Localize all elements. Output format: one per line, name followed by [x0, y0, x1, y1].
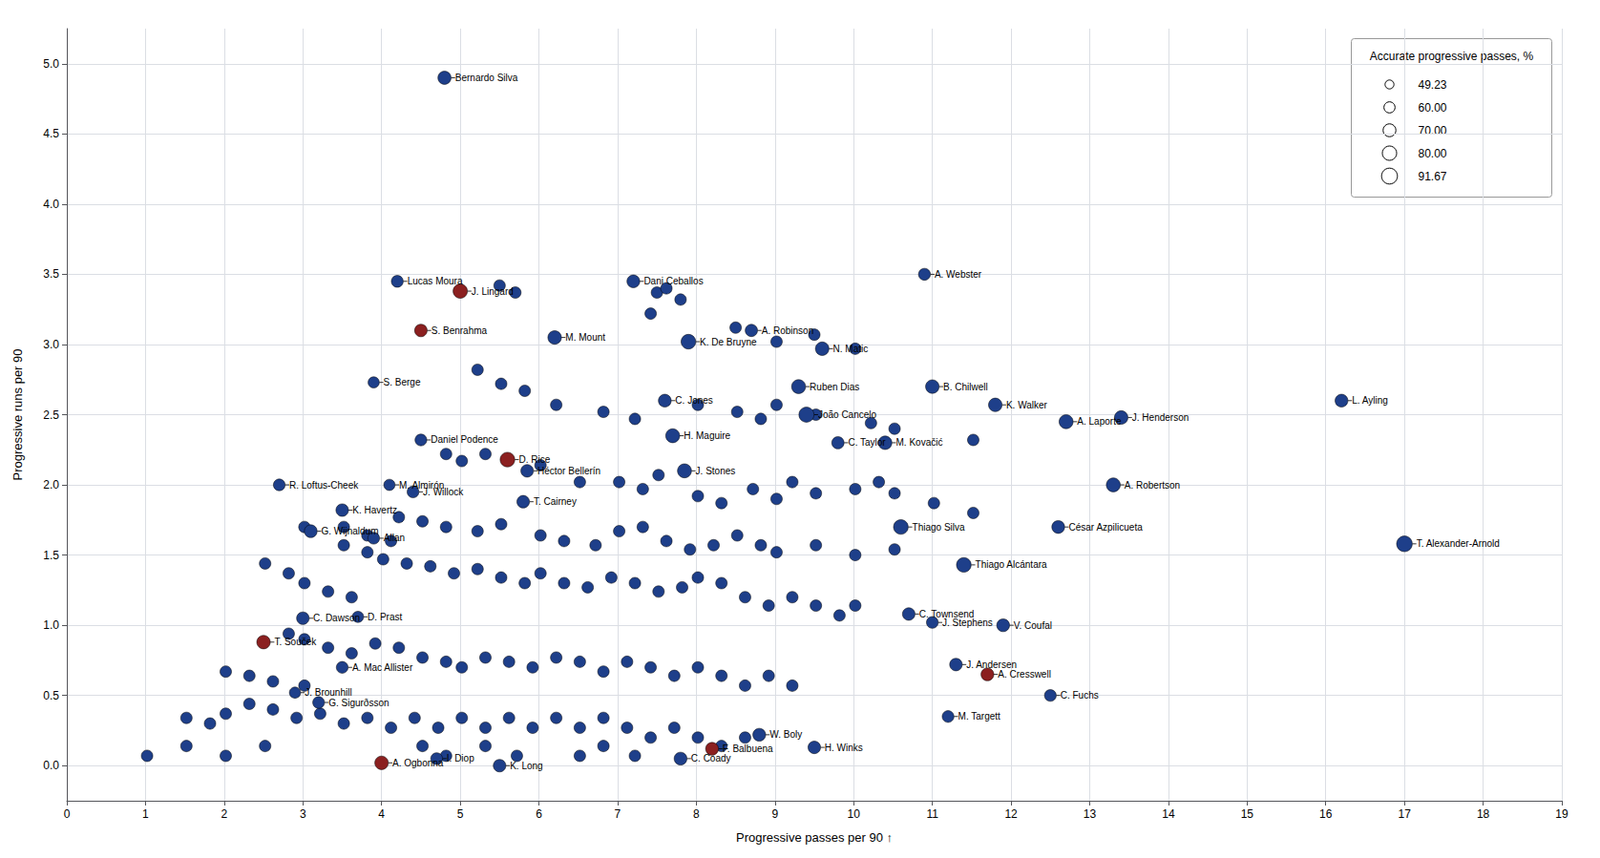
svg-text:11: 11: [926, 807, 939, 822]
svg-text:4.0: 4.0: [42, 197, 60, 211]
svg-text:0: 0: [63, 807, 71, 822]
svg-text:A. Robinson: A. Robinson: [761, 325, 814, 337]
svg-text:A. Ogbonna: A. Ogbonna: [392, 757, 444, 769]
svg-text:3: 3: [299, 807, 307, 822]
svg-text:Thiago Alcántara: Thiago Alcántara: [975, 559, 1048, 570]
svg-text:J. Lingard: J. Lingard: [471, 286, 514, 297]
svg-text:1: 1: [142, 807, 149, 822]
svg-text:H. Maguire: H. Maguire: [683, 430, 731, 442]
svg-text:K. Walker: K. Walker: [1006, 400, 1049, 411]
svg-text:J. Henderson: J. Henderson: [1132, 412, 1189, 423]
svg-text:M. Targett: M. Targett: [958, 711, 1001, 722]
svg-text:M. Mount: M. Mount: [565, 332, 606, 343]
svg-text:N. Matic: N. Matic: [833, 343, 869, 355]
svg-text:A. Webster: A. Webster: [934, 269, 983, 280]
svg-text:1.0: 1.0: [42, 618, 60, 632]
svg-text:T. Cairney: T. Cairney: [533, 496, 577, 507]
svg-text:H. Winks: H. Winks: [824, 742, 864, 754]
svg-text:10: 10: [847, 807, 862, 822]
svg-text:B. Chilwell: B. Chilwell: [943, 381, 989, 393]
svg-text:5.0: 5.0: [42, 57, 60, 71]
svg-text:9: 9: [771, 807, 779, 822]
svg-text:R. Loftus-Cheek: R. Loftus-Cheek: [289, 480, 359, 491]
svg-text:19: 19: [1555, 807, 1569, 822]
svg-text:C. Townsend: C. Townsend: [919, 608, 975, 620]
svg-text:S. Berge: S. Berge: [383, 377, 422, 388]
svg-text:14: 14: [1161, 807, 1176, 822]
svg-text:Héctor Bellerín: Héctor Bellerín: [537, 465, 601, 477]
svg-text:49.23: 49.23: [1418, 78, 1448, 92]
svg-text:15: 15: [1241, 807, 1255, 822]
svg-text:3.0: 3.0: [42, 337, 60, 352]
svg-text:0.5: 0.5: [42, 689, 60, 703]
svg-text:L. Ayling: L. Ayling: [1351, 395, 1389, 406]
svg-text:7: 7: [614, 807, 622, 822]
svg-text:12: 12: [1004, 807, 1018, 822]
svg-text:Dani Ceballos: Dani Ceballos: [643, 275, 703, 287]
svg-text:70.00: 70.00: [1418, 124, 1448, 138]
svg-text:T. Alexander-Arnold: T. Alexander-Arnold: [1416, 538, 1500, 549]
svg-text:A. Mac Allister: A. Mac Allister: [352, 662, 414, 674]
svg-text:Progressive passes per 90 ↑: Progressive passes per 90 ↑: [736, 830, 893, 845]
svg-text:G. Wijnaldum: G. Wijnaldum: [320, 526, 379, 537]
svg-text:C. Taylor: C. Taylor: [847, 437, 886, 448]
svg-text:J. Stones: J. Stones: [695, 465, 737, 477]
svg-text:4: 4: [378, 807, 385, 822]
svg-text:6: 6: [535, 807, 543, 822]
svg-text:5: 5: [457, 807, 464, 822]
svg-text:4.5: 4.5: [42, 126, 60, 141]
svg-text:M. Almirón: M. Almirón: [399, 479, 445, 491]
svg-text:60.00: 60.00: [1418, 101, 1448, 115]
svg-text:M. Kovačić: M. Kovačić: [896, 437, 944, 448]
svg-text:J. Stephens: J. Stephens: [942, 617, 993, 629]
svg-text:A. Laporte: A. Laporte: [1076, 416, 1122, 427]
svg-text:13: 13: [1083, 807, 1097, 822]
svg-text:F. Balbuena: F. Balbuena: [722, 743, 773, 755]
svg-text:D. Rice: D. Rice: [518, 454, 550, 465]
svg-text:Accurate progressive passes, %: Accurate progressive passes, %: [1369, 49, 1535, 64]
svg-text:80.00: 80.00: [1418, 147, 1448, 161]
svg-text:Lucas Moura: Lucas Moura: [407, 275, 464, 287]
svg-text:1.5: 1.5: [42, 548, 60, 563]
svg-text:T. Souček: T. Souček: [273, 636, 317, 648]
svg-text:G. Sigurðsson: G. Sigurðsson: [328, 697, 389, 709]
svg-text:17: 17: [1397, 807, 1411, 822]
svg-text:J. Willock: J. Willock: [422, 486, 464, 498]
svg-text:0.0: 0.0: [42, 758, 60, 773]
svg-text:8: 8: [693, 807, 700, 822]
svg-text:I. Diop: I. Diop: [446, 753, 475, 764]
svg-text:C. Fuchs: C. Fuchs: [1060, 690, 1099, 701]
svg-text:K. Long: K. Long: [509, 760, 543, 772]
svg-text:Progressive runs per 90: Progressive runs per 90: [10, 348, 25, 481]
svg-text:16: 16: [1319, 807, 1333, 822]
svg-text:C. Dawson: C. Dawson: [313, 612, 360, 624]
svg-text:91.67: 91.67: [1418, 169, 1448, 184]
svg-text:W. Boly: W. Boly: [769, 729, 802, 740]
svg-text:J. Andersen: J. Andersen: [966, 659, 1017, 670]
svg-text:A. Cresswell: A. Cresswell: [997, 669, 1052, 680]
svg-text:César Azpilicueta: César Azpilicueta: [1068, 522, 1143, 533]
svg-text:Ruben Dias: Ruben Dias: [809, 381, 860, 393]
svg-text:Thiago Silva: Thiago Silva: [912, 522, 966, 533]
svg-text:2.5: 2.5: [42, 408, 60, 422]
svg-text:D. Prast: D. Prast: [367, 611, 402, 623]
svg-text:C. Jones: C. Jones: [674, 395, 713, 406]
svg-text:2.0: 2.0: [42, 478, 60, 492]
svg-text:Bernardo Silva: Bernardo Silva: [455, 72, 519, 84]
svg-text:K. Havertz: K. Havertz: [352, 505, 398, 516]
svg-text:J. Brounhill: J. Brounhill: [304, 687, 352, 699]
svg-text:K. De Bruyne: K. De Bruyne: [699, 336, 758, 348]
svg-text:C. Coady: C. Coady: [691, 753, 732, 764]
svg-text:João Cancelo: João Cancelo: [818, 409, 878, 421]
svg-text:3.5: 3.5: [42, 267, 60, 281]
svg-text:2: 2: [220, 807, 228, 822]
svg-text:Daniel Podence: Daniel Podence: [430, 434, 499, 445]
svg-text:V. Coufal: V. Coufal: [1013, 620, 1053, 632]
svg-text:Allan: Allan: [383, 532, 405, 544]
svg-text:A. Robertson: A. Robertson: [1124, 480, 1180, 491]
svg-text:18: 18: [1476, 807, 1491, 822]
svg-text:S. Benrahma: S. Benrahma: [431, 325, 488, 337]
